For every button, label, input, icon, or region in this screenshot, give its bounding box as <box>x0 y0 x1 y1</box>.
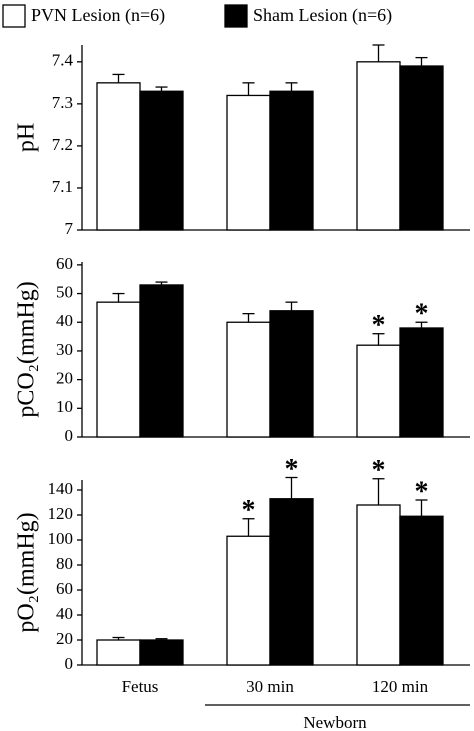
y-tick-label: 7.4 <box>52 51 74 70</box>
bar <box>269 310 314 438</box>
bar <box>399 327 444 438</box>
bar <box>356 61 401 231</box>
significance-marker: * <box>372 455 386 486</box>
y-tick-label: 7 <box>65 219 74 238</box>
bar <box>269 498 314 666</box>
y-tick-label: 10 <box>56 397 73 416</box>
y-tick-label: 60 <box>56 254 73 273</box>
y-axis-label: pH <box>14 123 40 152</box>
bar <box>96 301 141 438</box>
y-tick-label: 7.1 <box>52 177 73 196</box>
y-tick-label: 40 <box>56 311 73 330</box>
bar <box>356 504 401 666</box>
bar <box>139 90 184 231</box>
y-tick-label: 0 <box>65 426 74 445</box>
bar <box>96 639 141 666</box>
bar <box>356 344 401 438</box>
bar <box>399 65 444 231</box>
y-tick-label: 7.3 <box>52 93 73 112</box>
y-tick-label: 100 <box>48 529 74 548</box>
y-tick-label: 50 <box>56 282 73 301</box>
x-tick-label: Fetus <box>122 677 159 696</box>
y-tick-label: 60 <box>56 579 73 598</box>
legend-label: PVN Lesion (n=6) <box>31 5 165 26</box>
x-tick-label: 30 min <box>246 677 294 696</box>
bar <box>139 639 184 666</box>
y-tick-label: 140 <box>48 479 74 498</box>
significance-marker: * <box>415 299 429 330</box>
legend-swatch <box>2 4 26 28</box>
y-tick-label: 120 <box>48 504 74 523</box>
y-tick-label: 20 <box>56 369 73 388</box>
significance-marker: * <box>415 476 429 507</box>
bar <box>269 90 314 231</box>
y-tick-label: 20 <box>56 629 73 648</box>
y-tick-label: 7.2 <box>52 135 73 154</box>
y-tick-label: 30 <box>56 340 73 359</box>
y-axis-label: pCO₂(mmHg) <box>14 281 40 417</box>
legend-swatch <box>224 4 248 28</box>
significance-marker: * <box>242 495 256 526</box>
group-label: Newborn <box>303 713 367 731</box>
significance-marker: * <box>285 454 299 485</box>
bar <box>226 94 271 231</box>
x-tick-label: 120 min <box>372 677 429 696</box>
y-tick-label: 0 <box>65 654 74 673</box>
bar <box>399 515 444 666</box>
bar <box>226 535 271 666</box>
bar <box>96 82 141 231</box>
y-tick-label: 80 <box>56 554 73 573</box>
legend-label: Sham Lesion (n=6) <box>253 5 392 26</box>
y-axis-label: pO₂(mmHg) <box>14 512 40 632</box>
y-tick-label: 40 <box>56 604 73 623</box>
bar <box>226 321 271 438</box>
significance-marker: * <box>372 310 386 341</box>
bar <box>139 284 184 438</box>
